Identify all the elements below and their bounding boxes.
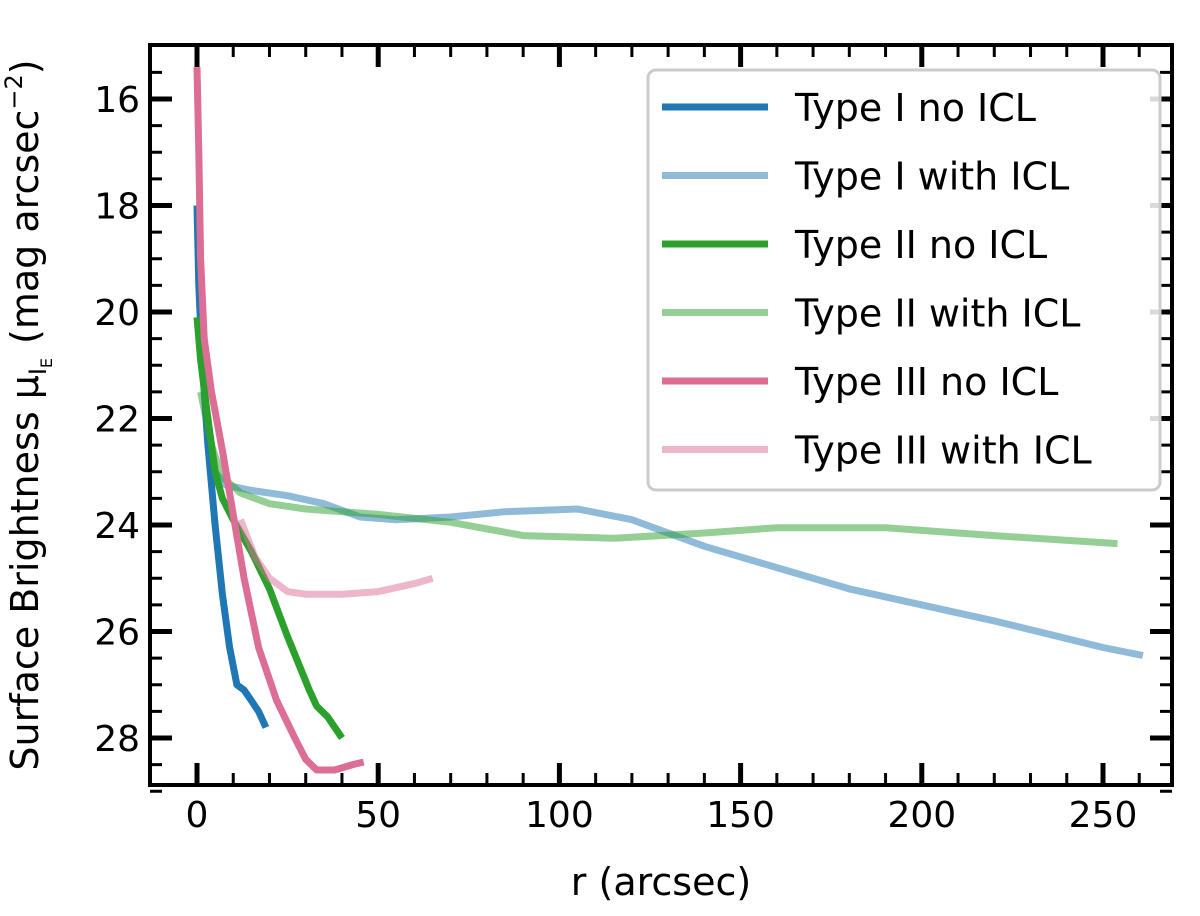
- x-tick-label: 200: [887, 795, 956, 836]
- y-tick-label: 16: [94, 80, 140, 121]
- legend-label: Type III no ICL: [794, 360, 1058, 404]
- ticks-layer: 0 50 100 150 200 250 16 18 20 22 24 26 28: [94, 45, 1172, 836]
- legend-frame: [646, 68, 1162, 492]
- x-tick-label: 150: [706, 795, 775, 836]
- x-tick-label: 50: [355, 795, 401, 836]
- y-axis-label: Surface Brightness μIE(mag arcsec−2): [0, 59, 56, 770]
- legend-label: Type II no ICL: [794, 223, 1047, 267]
- x-tick-label: 100: [525, 795, 594, 836]
- series-line-1: [204, 418, 1144, 659]
- x-axis-label: r (arcsec): [571, 860, 751, 904]
- y-tick-label: 22: [94, 400, 140, 441]
- legend-label: Type II with ICL: [794, 292, 1080, 336]
- y-tick-label: 20: [94, 293, 140, 334]
- y-tick-label: 26: [94, 613, 140, 654]
- legend-label: Type I with ICL: [794, 155, 1069, 199]
- series-line-4: [193, 67, 365, 774]
- series-line-5: [237, 518, 434, 598]
- y-tick-label: 18: [94, 187, 140, 228]
- x-tick-label: 250: [1069, 795, 1138, 836]
- y-tick-label: 24: [94, 506, 140, 547]
- x-tick-label: 0: [186, 795, 209, 836]
- series-layer: [193, 67, 1144, 774]
- legend: Type I no ICL Type I with ICL Type II no I…: [646, 68, 1162, 492]
- y-tick-label: 28: [94, 719, 140, 760]
- legend-label: Type I no ICL: [794, 86, 1036, 130]
- legend-label: Type III with ICL: [794, 429, 1092, 473]
- plot-frame: [148, 43, 1174, 787]
